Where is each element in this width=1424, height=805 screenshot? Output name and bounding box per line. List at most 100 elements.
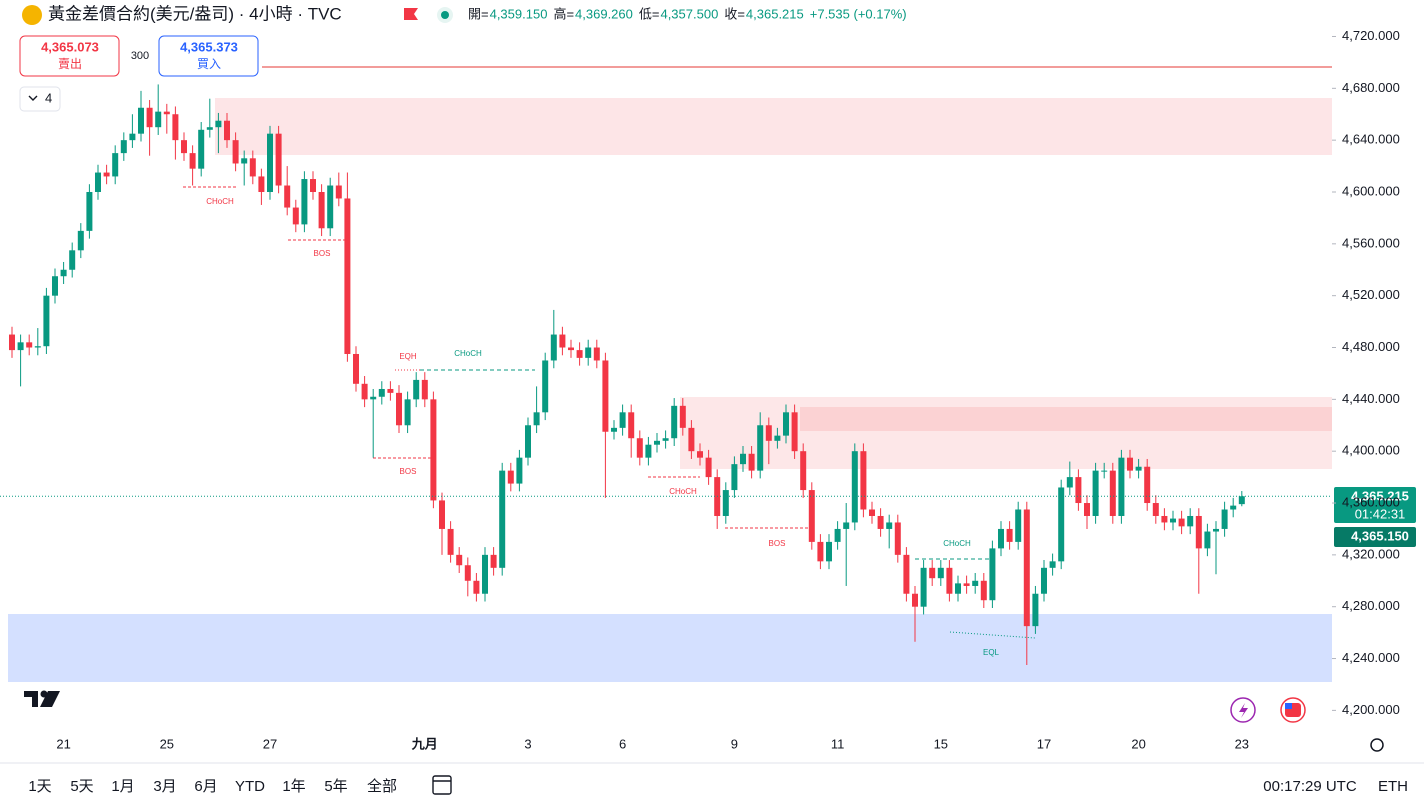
sell-price: 4,365.073 bbox=[41, 39, 99, 54]
candle-body bbox=[1187, 515, 1194, 527]
candle-body bbox=[129, 133, 136, 141]
candle-body bbox=[1006, 528, 1013, 542]
candle-body bbox=[834, 528, 841, 542]
candle-body bbox=[163, 111, 170, 115]
x-tick-label: 15 bbox=[934, 736, 948, 751]
candle-body bbox=[886, 522, 893, 529]
candle-body bbox=[1032, 593, 1039, 627]
settings-icon[interactable] bbox=[1370, 738, 1384, 752]
candle-body bbox=[1041, 567, 1047, 594]
candle-body bbox=[318, 191, 325, 229]
candle-body bbox=[602, 360, 609, 432]
candle-body bbox=[851, 451, 858, 523]
range-button[interactable]: 1天 bbox=[28, 778, 51, 795]
indicator-toggle[interactable] bbox=[19, 86, 61, 112]
candle-body bbox=[335, 185, 342, 199]
candle-body bbox=[232, 140, 239, 164]
range-button[interactable]: 3月 bbox=[153, 778, 176, 795]
candle-body bbox=[869, 509, 875, 516]
candle-body bbox=[980, 580, 987, 601]
range-button[interactable]: 1月 bbox=[111, 778, 134, 795]
status-dot bbox=[441, 11, 449, 19]
candle-body bbox=[1170, 518, 1176, 523]
x-tick-label: 9 bbox=[731, 736, 738, 751]
candle-body bbox=[103, 172, 110, 177]
ohlc-label: 高= bbox=[553, 6, 574, 21]
candle-body bbox=[43, 295, 50, 347]
candle-body bbox=[826, 541, 832, 562]
candle-body bbox=[525, 425, 531, 458]
title: 黃金差價合約(美元/盎司) · 4小時 · TVC bbox=[48, 4, 342, 23]
candle-body bbox=[757, 425, 764, 471]
candle-body bbox=[550, 334, 557, 361]
supply-zone-inner bbox=[800, 407, 1332, 431]
structure-label: CHoCH bbox=[206, 197, 234, 206]
structure-label: CHoCH bbox=[454, 349, 482, 358]
candle-body bbox=[912, 593, 918, 607]
candle-body bbox=[671, 405, 678, 439]
candle-body bbox=[542, 360, 549, 413]
flag-icon[interactable] bbox=[404, 8, 418, 20]
candle-body bbox=[439, 500, 445, 529]
candle-body bbox=[705, 457, 712, 478]
candle-body bbox=[1049, 561, 1056, 568]
candle-body bbox=[662, 438, 669, 441]
range-button[interactable]: 5年 bbox=[324, 778, 347, 795]
candle-body bbox=[636, 438, 643, 458]
candle-body bbox=[1066, 477, 1073, 488]
y-tick-label: 4,520.000 bbox=[1342, 287, 1400, 302]
range-button[interactable]: 5天 bbox=[70, 778, 93, 795]
candle-body bbox=[1127, 457, 1133, 471]
supply-zone bbox=[215, 98, 1332, 155]
candle-body bbox=[1221, 509, 1228, 529]
candle-body bbox=[937, 567, 944, 579]
candle-body bbox=[1152, 503, 1159, 516]
ohlc-value: 4,359.150 bbox=[490, 6, 548, 21]
candle-body bbox=[507, 470, 514, 484]
candle-body bbox=[722, 490, 729, 516]
range-button[interactable]: 全部 bbox=[367, 777, 397, 795]
sell-label: 賣出 bbox=[58, 56, 82, 71]
range-button[interactable]: YTD bbox=[235, 778, 265, 795]
candle-body bbox=[740, 453, 746, 465]
candle-body bbox=[155, 111, 162, 128]
sell-button[interactable] bbox=[19, 35, 120, 77]
y-tick-label: 4,720.000 bbox=[1342, 28, 1400, 43]
x-tick-label: 九月 bbox=[411, 736, 438, 751]
ohlc-change: +7.535 (+0.17%) bbox=[810, 6, 907, 21]
candle-body bbox=[292, 207, 299, 225]
candle-body bbox=[464, 565, 471, 581]
candle-body bbox=[396, 392, 402, 426]
candle-body bbox=[619, 412, 626, 428]
candle-body bbox=[516, 457, 523, 484]
candle-body bbox=[1178, 518, 1185, 527]
candle-body bbox=[1213, 528, 1219, 532]
candle-body bbox=[490, 554, 497, 568]
candle-body bbox=[1092, 470, 1099, 516]
range-button[interactable]: 6月 bbox=[194, 778, 217, 795]
candle-body bbox=[206, 127, 213, 130]
buy-button[interactable] bbox=[158, 35, 259, 77]
bid-box bbox=[1334, 527, 1416, 547]
chevron-icon bbox=[28, 95, 38, 101]
session[interactable]: ETH bbox=[1378, 778, 1408, 795]
y-tick-label: 4,400.000 bbox=[1342, 443, 1400, 458]
candle-body bbox=[456, 554, 463, 566]
candle-body bbox=[628, 412, 635, 439]
x-tick-label: 21 bbox=[56, 736, 70, 751]
candle-body bbox=[568, 347, 574, 351]
candle-body bbox=[1015, 509, 1022, 542]
ohlc-value: 4,357.500 bbox=[660, 6, 718, 21]
range-button[interactable]: 1年 bbox=[282, 778, 305, 795]
demand-zone bbox=[8, 614, 1332, 682]
clock[interactable]: 00:17:29 UTC bbox=[1263, 778, 1357, 795]
candle-body bbox=[499, 470, 506, 568]
candle-body bbox=[86, 191, 93, 231]
candle-body bbox=[585, 347, 592, 358]
structure-label: EQH bbox=[399, 352, 417, 361]
ohlc-value: 4,369.260 bbox=[575, 6, 633, 21]
calendar-icon[interactable] bbox=[432, 775, 452, 795]
candle-body bbox=[765, 425, 772, 441]
